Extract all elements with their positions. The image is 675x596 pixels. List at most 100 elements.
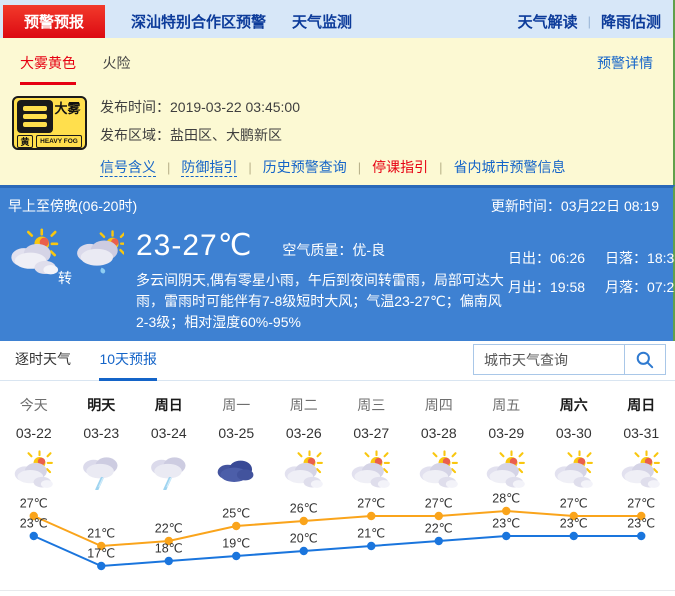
current-weather-panel: 早上至傍晚(06-20时) 更新时间：03月22日 08:19 转 (0, 185, 675, 341)
temp-point (97, 541, 106, 551)
forecast-column: 周日 03-24 (135, 397, 203, 492)
temp-point (232, 521, 241, 531)
day-label: 今天 (19, 397, 48, 413)
date-label: 03-23 (83, 425, 120, 441)
link-class-suspension-guide[interactable]: 停课指引 (372, 159, 429, 175)
air-quality: 空气质量：优-良 (282, 242, 386, 258)
temp-point (29, 511, 38, 521)
day-label: 周日 (154, 397, 183, 413)
temp-label: 23℃ (20, 517, 48, 531)
update-time: 更新时间：03月22日 08:19 (490, 198, 659, 214)
temp-label: 22℃ (425, 522, 453, 536)
fog-label-en: HEAVY FOG (36, 135, 82, 148)
current-weather-body: 转 23-27℃ 空气质量：优-良 多云间阴天,偶有零星小雨，午后到夜间转雷雨，… (8, 228, 675, 333)
temp-point (164, 556, 173, 566)
temp-point (29, 531, 38, 541)
current-weather-header: 早上至傍晚(06-20时) 更新时间：03月22日 08:19 (8, 188, 659, 216)
rain-icon (135, 450, 203, 492)
forecast-column: 周五 03-29 (473, 397, 541, 490)
temp-point (434, 536, 443, 546)
temp-point (299, 516, 308, 526)
temp-point (637, 511, 646, 521)
day-label: 周六 (559, 397, 588, 413)
temp-label: 27℃ (560, 497, 588, 511)
day-label: 周一 (222, 397, 251, 413)
temp-point (637, 531, 646, 541)
tab-hourly-weather[interactable]: 逐时天气 (15, 351, 71, 367)
link-defense-guide[interactable]: 防御指引 (181, 159, 238, 177)
temp-point (232, 551, 241, 561)
date-label: 03-26 (285, 425, 322, 441)
warning-tab-fog-yellow[interactable]: 大雾黄色 (20, 53, 76, 85)
date-label: 03-22 (15, 425, 52, 441)
nav-tab-weather-monitor[interactable]: 天气监测 (292, 14, 353, 31)
forecast-column: 周四 03-28 (405, 397, 473, 490)
temp-label: 27℃ (20, 497, 48, 511)
day-label: 周二 (289, 397, 318, 413)
temp-label: 28℃ (492, 492, 520, 506)
temp-label: 27℃ (357, 497, 385, 511)
temp-point (367, 541, 376, 551)
forecast-column: 周一 03-25 (203, 397, 271, 490)
fog-label-cn: 大雾 (54, 101, 81, 116)
partly-cloudy-icon (473, 450, 541, 490)
forecast-tabs: 逐时天气 10天预报 (0, 341, 675, 381)
date-label: 03-27 (353, 425, 390, 441)
nav-link-weather-interpretation[interactable]: 天气解读 (517, 14, 578, 31)
forecast-column: 周六 03-30 (540, 397, 608, 490)
publish-time-label: 发布时间： (100, 99, 170, 115)
date-label: 03-28 (420, 425, 457, 441)
temp-point (299, 546, 308, 556)
weather-description: 多云间阴天,偶有零星小雨，午后到夜间转雷雨，局部可达大雨，雷雨时可能伴有7-8级… (136, 272, 504, 330)
warning-detail-link[interactable]: 预警详情 (597, 55, 653, 71)
sunrise-time: 日出：06:26 (508, 250, 586, 266)
temp-label: 18℃ (155, 542, 183, 556)
nav-right-links: 天气解读 | 降雨估测 (518, 5, 661, 38)
day-label: 周四 (424, 397, 453, 413)
date-label: 03-24 (150, 425, 187, 441)
date-label: 03-30 (555, 425, 592, 441)
temp-label: 26℃ (290, 502, 318, 516)
link-history-warning-query[interactable]: 历史预警查询 (262, 159, 347, 175)
temp-label: 27℃ (627, 497, 655, 511)
transition-label: 转 (58, 270, 72, 286)
warning-panel: 大雾黄色 火险 预警详情 大雾 黄 HEAVY FOG 发布时间：2019-03… (0, 38, 675, 185)
cloudy-icon (203, 450, 271, 490)
current-weather-icons: 转 (8, 228, 132, 298)
temp-point (569, 531, 578, 541)
temp-label: 19℃ (222, 537, 250, 551)
nav-tab-warning-forecast[interactable]: 预警预报 (3, 5, 106, 38)
forecast-period-label: 早上至傍晚(06-20时) (8, 198, 138, 214)
divider: | (439, 160, 443, 175)
top-navigation: 预警预报 深汕特别合作区预警 天气监测 天气解读 | 降雨估测 (0, 0, 675, 38)
temp-line (33, 535, 642, 568)
warning-tab-fire-risk[interactable]: 火险 (102, 55, 131, 71)
date-label: 03-25 (218, 425, 255, 441)
link-province-city-warnings[interactable]: 省内城市预警信息 (453, 159, 566, 175)
temp-label: 27℃ (425, 497, 453, 511)
city-search-input[interactable] (473, 344, 625, 375)
temperature-range: 23-27℃ (136, 229, 253, 262)
publish-area-value: 盐田区、大鹏新区 (170, 127, 282, 143)
warning-tabs: 大雾黄色 火险 预警详情 (0, 38, 673, 85)
forecast-column: 周二 03-26 (270, 397, 338, 490)
temp-line (33, 509, 642, 548)
partly-cloudy-icon (608, 450, 675, 490)
date-label: 03-29 (488, 425, 525, 441)
city-search (473, 344, 666, 375)
link-signal-meaning[interactable]: 信号含义 (100, 159, 156, 177)
moonset-time: 月落：07:22 (605, 279, 675, 295)
temp-label: 23℃ (627, 517, 655, 531)
day-label: 明天 (87, 397, 116, 413)
nav-link-rain-estimate[interactable]: 降雨估测 (600, 14, 661, 31)
divider: | (248, 160, 252, 175)
tab-ten-day-forecast[interactable]: 10天预报 (99, 341, 158, 381)
fog-warning-icon: 大雾 黄 HEAVY FOG (12, 96, 87, 150)
divider: | (587, 14, 591, 29)
temp-label: 23℃ (560, 517, 588, 531)
search-button[interactable] (625, 344, 666, 375)
sun-moon-times: 日出：06:26 日落：18:35 月出：19:58 月落：07:22 (508, 248, 675, 333)
nav-tab-shenshan-warning[interactable]: 深汕特别合作区预警 (131, 14, 267, 31)
sunset-time: 日落：18:35 (605, 250, 675, 266)
divider: | (357, 160, 362, 175)
